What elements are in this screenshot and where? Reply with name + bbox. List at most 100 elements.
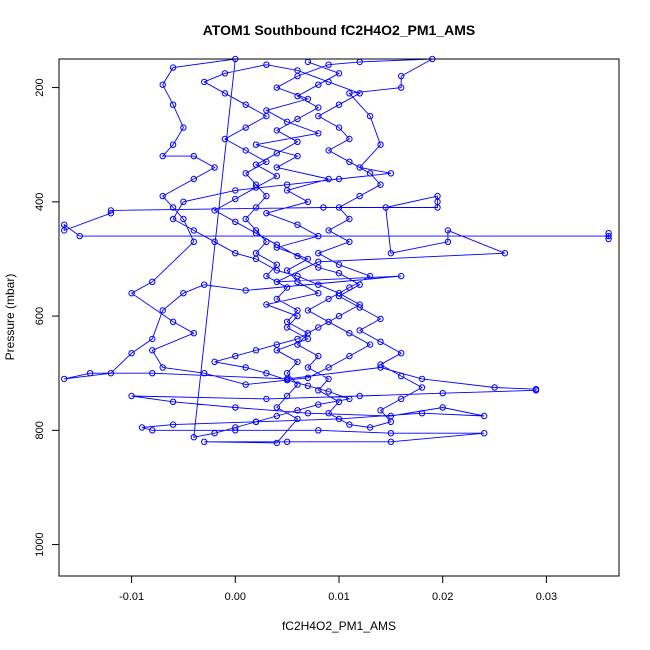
data-point	[325, 318, 332, 325]
data-point	[294, 415, 301, 423]
data-point	[169, 141, 177, 148]
data-point	[356, 392, 363, 400]
data-point	[315, 250, 322, 257]
data-point	[263, 210, 270, 217]
data-point	[325, 78, 332, 86]
y-tick-label: 400	[34, 193, 46, 211]
data-point	[377, 364, 384, 371]
data-point	[263, 158, 270, 166]
data-point	[366, 424, 374, 431]
data-point	[273, 404, 280, 411]
data-point	[304, 374, 312, 381]
data-point	[501, 250, 509, 257]
data-point	[273, 341, 280, 348]
data-point	[128, 392, 135, 400]
series-layer	[60, 55, 612, 447]
data-point	[315, 104, 322, 111]
data-point	[398, 395, 405, 403]
data-point	[366, 170, 374, 177]
data-point	[335, 204, 343, 211]
data-point	[149, 278, 156, 285]
data-point	[315, 232, 322, 240]
data-point	[444, 238, 452, 246]
data-point	[263, 112, 270, 120]
data-point	[86, 370, 94, 377]
data-point	[60, 227, 68, 234]
data-point	[439, 390, 446, 397]
data-point	[356, 304, 363, 311]
data-point	[273, 439, 280, 447]
data-point	[263, 370, 270, 377]
data-point	[304, 382, 312, 389]
data-point	[325, 375, 332, 383]
data-point	[201, 281, 208, 288]
chart-title: ATOM1 Southbound fC2H4O2_PM1_AMS	[203, 22, 476, 38]
data-point	[398, 84, 405, 91]
data-point	[315, 130, 322, 137]
data-point	[242, 364, 249, 371]
data-point	[335, 398, 343, 405]
data-point	[387, 438, 395, 445]
data-point	[211, 207, 218, 214]
data-point	[242, 124, 249, 131]
data-point	[366, 341, 374, 348]
data-point	[169, 101, 177, 108]
data-point	[387, 250, 395, 257]
data-point	[252, 250, 260, 257]
data-point	[356, 281, 363, 288]
data-point	[346, 90, 353, 97]
data-point	[190, 227, 198, 234]
data-point	[315, 427, 322, 434]
data-point	[315, 112, 322, 120]
data-point	[128, 290, 135, 297]
data-point	[346, 215, 353, 223]
data-point	[283, 318, 291, 325]
data-point	[107, 370, 115, 377]
data-point	[283, 267, 291, 274]
data-point	[190, 175, 198, 183]
data-point	[294, 252, 301, 260]
data-point	[180, 290, 187, 297]
data-point	[398, 372, 405, 380]
data-point	[366, 112, 374, 120]
data-point	[221, 90, 229, 97]
data-point	[263, 192, 270, 200]
y-tick-label: 200	[34, 78, 46, 96]
data-point	[263, 395, 270, 403]
data-point	[190, 330, 198, 337]
data-point	[294, 221, 301, 228]
data-point	[346, 135, 353, 143]
data-point	[377, 141, 384, 148]
data-point	[325, 364, 332, 371]
data-point	[294, 92, 301, 100]
data-point	[294, 152, 301, 160]
data-point	[252, 184, 260, 191]
data-point	[418, 410, 426, 417]
data-point	[159, 152, 166, 160]
data-point	[169, 318, 177, 325]
data-point	[434, 192, 441, 200]
data-point	[252, 418, 260, 425]
data-point	[605, 232, 612, 240]
data-point	[273, 172, 280, 180]
data-point	[190, 152, 198, 160]
data-point	[315, 387, 322, 394]
data-point	[252, 227, 260, 234]
data-point	[242, 101, 249, 108]
data-point	[532, 387, 540, 394]
data-point	[252, 347, 260, 354]
data-point	[211, 430, 218, 437]
data-point	[294, 272, 301, 280]
data-point	[335, 261, 343, 268]
data-point	[346, 395, 353, 403]
data-point	[273, 164, 280, 171]
data-point	[263, 238, 270, 246]
data-point	[335, 312, 343, 320]
data-point	[325, 227, 332, 234]
data-point	[221, 70, 229, 77]
data-point	[283, 181, 291, 188]
data-point	[377, 361, 384, 368]
data-point	[190, 238, 198, 246]
data-point	[418, 375, 426, 383]
